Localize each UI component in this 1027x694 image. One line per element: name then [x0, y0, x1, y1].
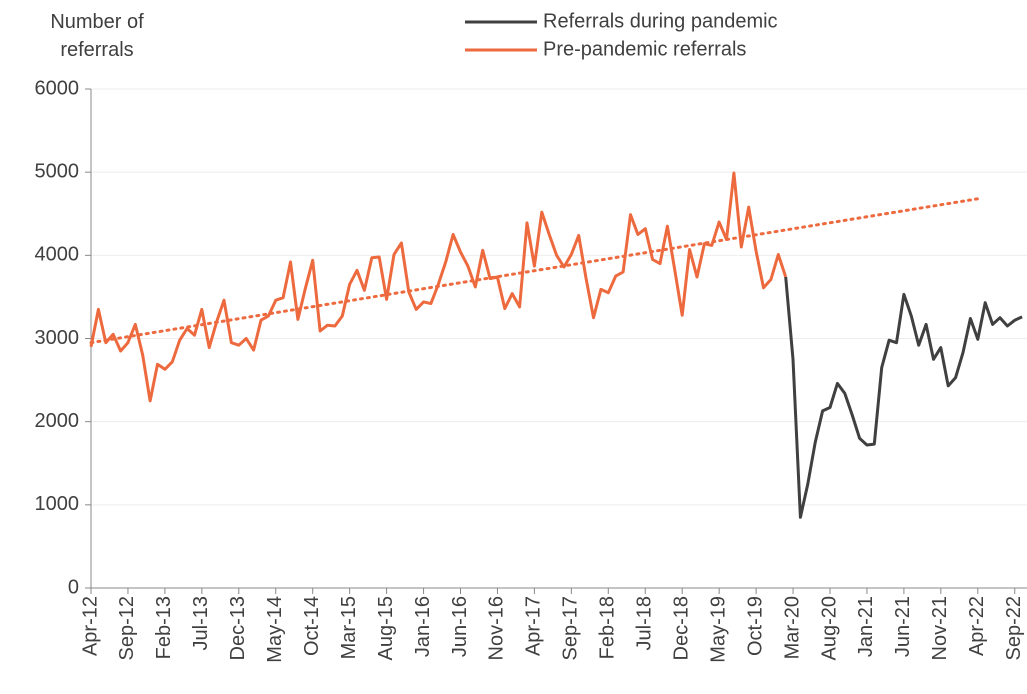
x-tick-label: Oct-14 — [301, 596, 323, 656]
x-tick-label: Jun-21 — [892, 596, 914, 657]
legend-label: Referrals during pandemic — [543, 10, 778, 32]
x-tick-label: Oct-19 — [744, 596, 766, 656]
x-tick-label: Jun-16 — [449, 596, 471, 657]
x-tick-label: Apr-12 — [79, 596, 101, 656]
series-line — [784, 276, 1023, 519]
x-tick-label: Jan-16 — [412, 596, 434, 657]
x-tick-label: Feb-13 — [153, 596, 175, 659]
x-tick-label: Apr-22 — [966, 596, 988, 656]
legend-label: Pre-pandemic referrals — [543, 38, 746, 60]
y-tick-label: 3000 — [35, 327, 80, 349]
x-tick-label: Nov-16 — [486, 596, 508, 660]
x-tick-label: Sep-12 — [116, 596, 138, 661]
series-line — [89, 171, 788, 403]
y-tick-label: 2000 — [35, 410, 80, 432]
x-tick-label: Dec-18 — [670, 596, 692, 660]
x-tick-label: Feb-18 — [597, 596, 619, 659]
x-tick-label: Apr-17 — [523, 596, 545, 656]
x-tick-label: Aug-15 — [375, 596, 397, 661]
x-tick-label: Jul-13 — [190, 596, 212, 650]
x-tick-label: Sep-22 — [1003, 596, 1025, 661]
x-tick-label: Mar-15 — [338, 596, 360, 659]
x-tick-label: Sep-17 — [560, 596, 582, 661]
y-axis-title: Number of referrals — [50, 11, 144, 61]
x-tick-label: Dec-13 — [227, 596, 249, 660]
x-tick-label: Nov-21 — [929, 596, 951, 660]
x-tick-label: Jan-21 — [855, 596, 877, 657]
trend-line — [89, 197, 980, 345]
y-tick-label: 6000 — [35, 77, 80, 99]
x-tick-label: Aug-20 — [818, 596, 840, 661]
y-tick-label: 4000 — [35, 244, 80, 266]
x-tick-label: Mar-20 — [781, 596, 803, 659]
y-tick-label: 5000 — [35, 160, 80, 182]
y-tick-label: 0 — [68, 576, 79, 598]
x-tick-label: May-14 — [264, 596, 286, 663]
x-tick-label: May-19 — [707, 596, 729, 663]
x-tick-label: Jul-18 — [634, 596, 656, 650]
y-tick-label: 1000 — [35, 493, 80, 515]
